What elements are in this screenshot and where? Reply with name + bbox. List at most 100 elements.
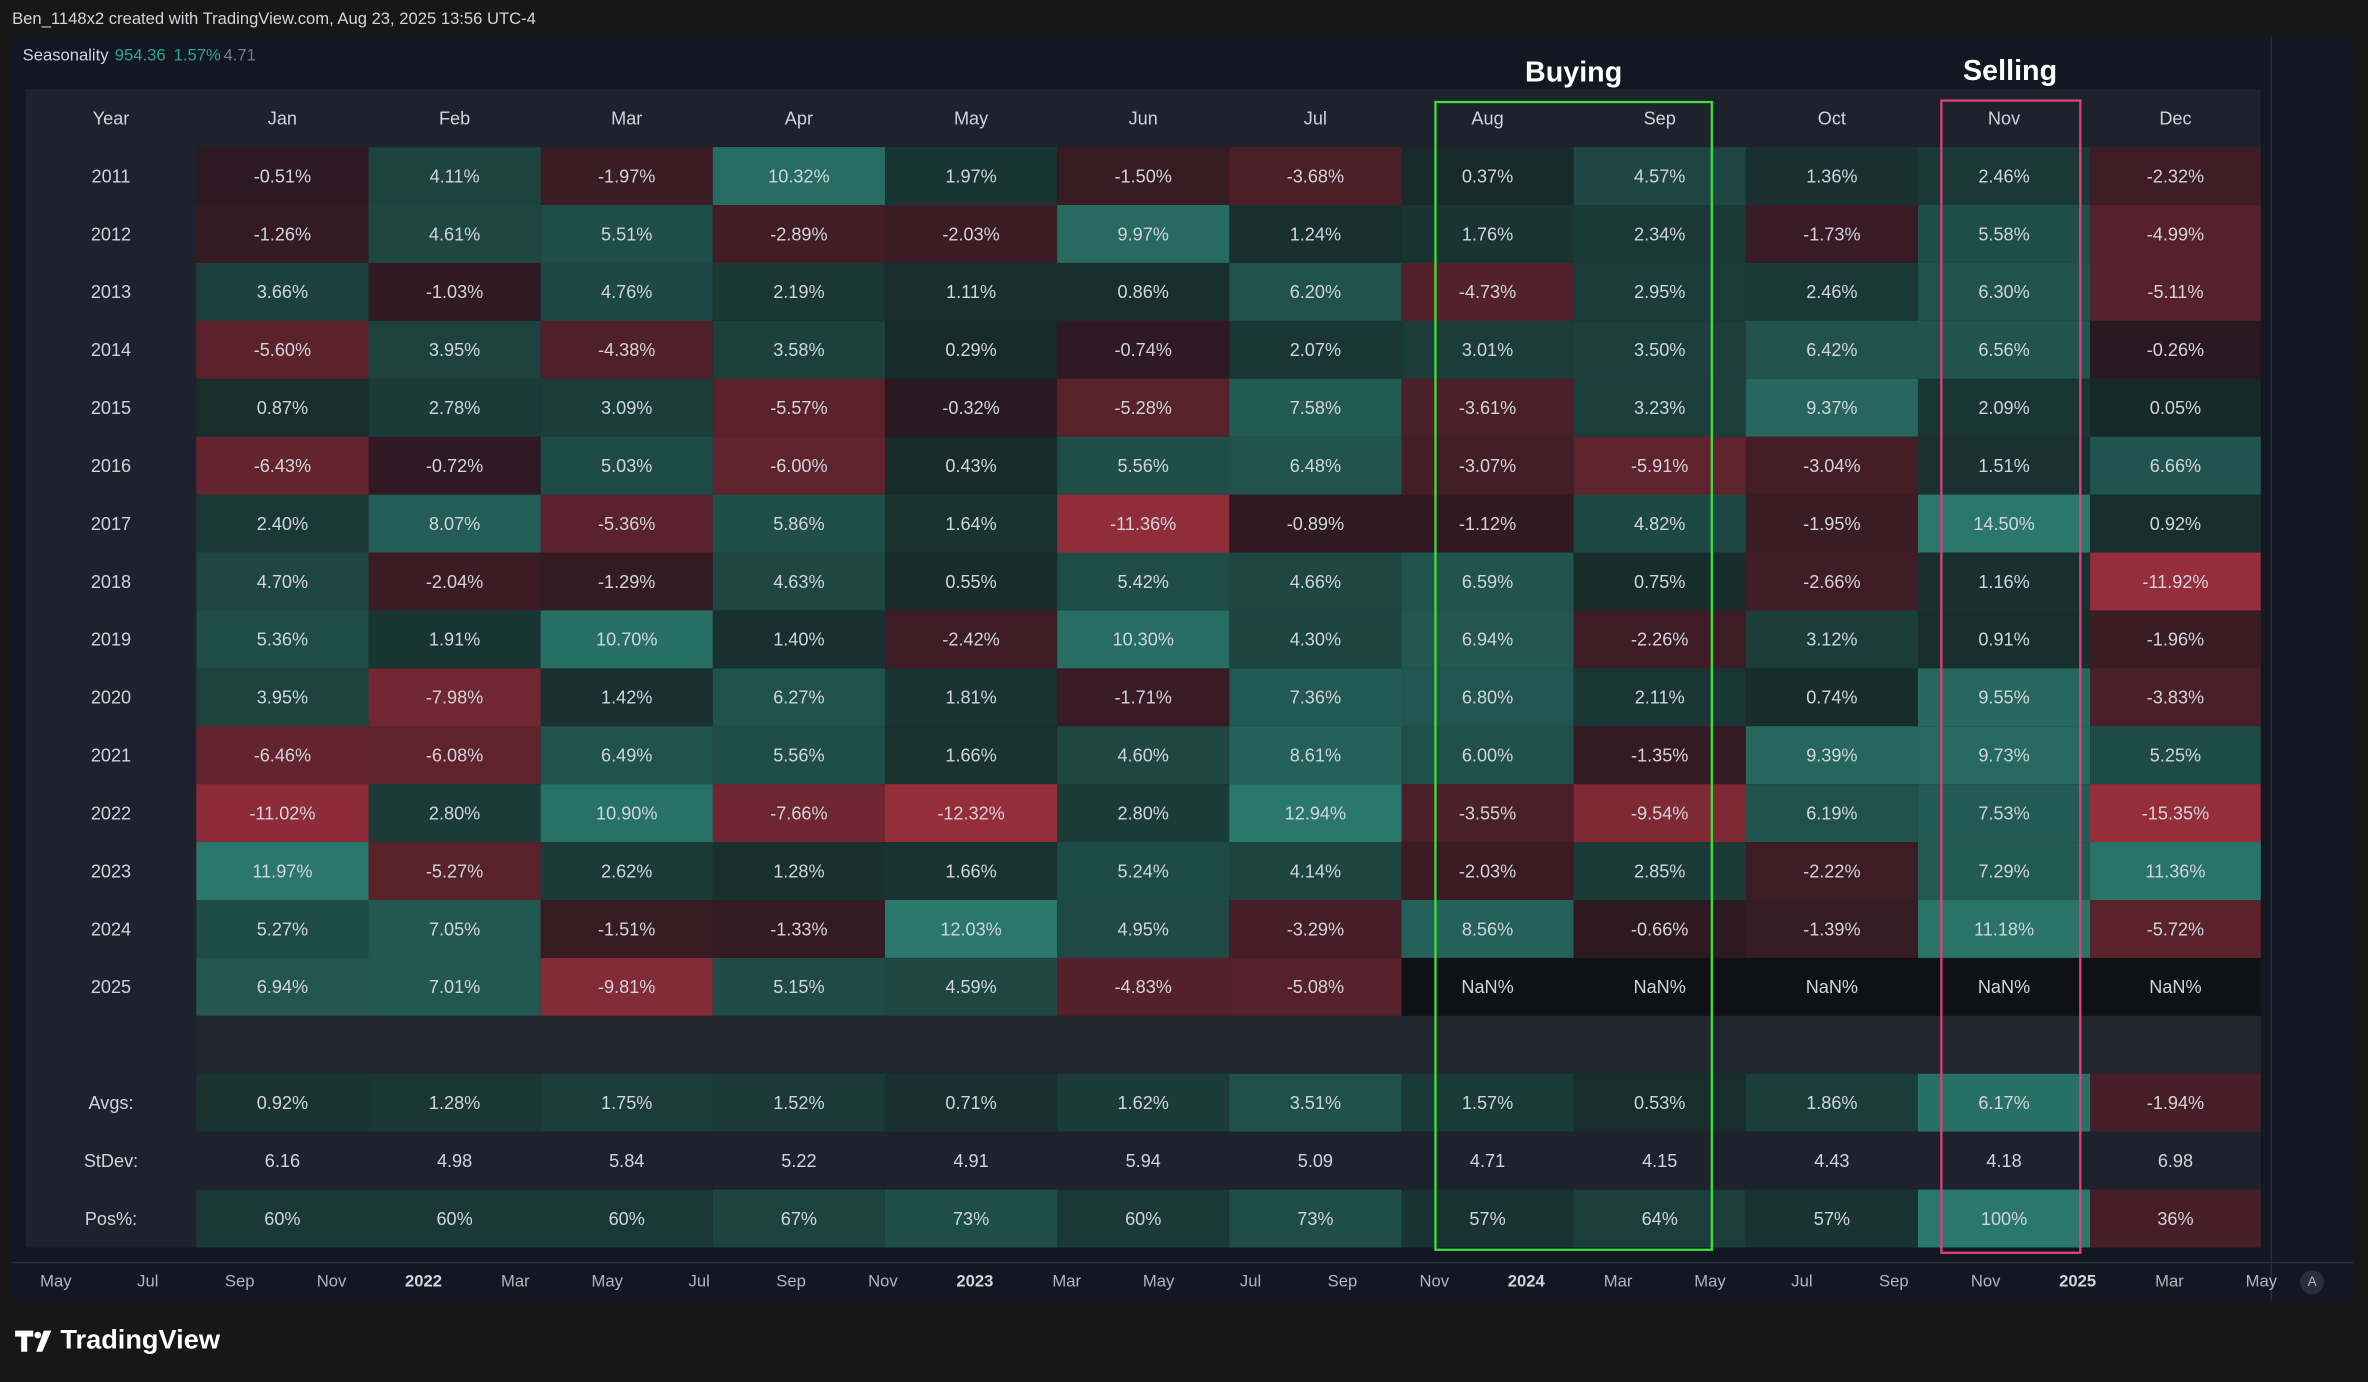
cell-text: 1.16% (1978, 572, 2029, 592)
cell (1573, 378, 1746, 437)
cell-text: 7.29% (1978, 861, 2029, 881)
cell-text: -4.99% (2147, 224, 2204, 244)
cell-text: 11.18% (1974, 919, 2034, 939)
buying-box (1434, 100, 1713, 1251)
cell-text: 1.28% (773, 861, 824, 881)
summary-text: 73% (1297, 1209, 1333, 1229)
cell (196, 668, 369, 727)
cell (368, 668, 541, 727)
cell-text: NaN% (1806, 977, 1858, 997)
cell (1229, 494, 1402, 553)
cell (1229, 784, 1402, 843)
cell-text: 2025 (91, 977, 131, 997)
cell (884, 436, 1058, 495)
cell (1917, 378, 2091, 437)
cell-text: 2.62% (601, 861, 652, 881)
summary-text: 4.91 (953, 1151, 988, 1171)
summary-text: 1.52% (773, 1093, 824, 1113)
summary-text: 6.16 (265, 1151, 300, 1171)
cell-text: -11.02% (249, 803, 315, 823)
cell-text: -2.32% (2147, 166, 2204, 186)
auto-scale-button[interactable] (2300, 1270, 2325, 1295)
column-header: Oct (1818, 108, 1846, 128)
cell (1573, 552, 1746, 611)
cell (368, 320, 541, 379)
cell-text: 0.91% (1978, 630, 2029, 650)
cell (2090, 900, 2261, 958)
cell-text: -5.60% (254, 340, 311, 360)
cell-text: 0.87% (257, 398, 308, 418)
cell-text: 7.36% (1290, 688, 1341, 708)
cell (1057, 436, 1230, 495)
cell (1573, 668, 1746, 727)
cell (196, 320, 369, 379)
cell-text: 4.82% (1634, 514, 1685, 534)
cell (1401, 147, 1574, 206)
cell-text: 9.97% (1118, 224, 1169, 244)
cell-text: -1.33% (770, 919, 827, 939)
cell-text: -2.89% (770, 224, 827, 244)
cell-text: 6.42% (1806, 340, 1857, 360)
cell-text: 3.58% (773, 340, 824, 360)
cell-text: 0.74% (1806, 688, 1857, 708)
cell (1573, 320, 1746, 379)
cell (1573, 147, 1746, 206)
cell (1401, 1131, 1574, 1190)
cell-text: 6.94% (1462, 630, 1513, 650)
cell (2090, 1073, 2261, 1132)
cell (1229, 262, 1402, 321)
cell (1229, 378, 1402, 437)
cell (2090, 726, 2261, 785)
summary-text: 5.94 (1126, 1151, 1161, 1171)
cell (1401, 842, 1574, 901)
cell (1057, 147, 1230, 206)
cell-text: 1.64% (945, 514, 996, 534)
cell (1745, 147, 1918, 206)
cell-text: 9.73% (1978, 746, 2029, 766)
column-header: Sep (1644, 108, 1676, 128)
cell-text: 1.97% (945, 166, 996, 186)
cell (368, 1073, 541, 1132)
cell (196, 900, 369, 958)
cell-text: -3.68% (1287, 166, 1344, 186)
cell (2090, 320, 2261, 379)
cell (1229, 552, 1402, 611)
cell-text: 4.61% (429, 224, 480, 244)
cell (1057, 784, 1230, 843)
cell (712, 668, 885, 727)
column-header: Feb (439, 108, 470, 128)
cell (368, 147, 541, 206)
cell-text: -7.66% (770, 803, 827, 823)
cell-text: -5.28% (1115, 398, 1172, 418)
cell-text: -2.42% (942, 630, 999, 650)
cell (1057, 668, 1230, 727)
cell-text: 2013 (91, 282, 131, 302)
cell-text: -2.66% (1803, 572, 1860, 592)
cell-text: -0.51% (254, 166, 311, 186)
cell (1573, 726, 1746, 785)
cell (1917, 957, 2091, 1016)
cell-text: 4.63% (773, 572, 824, 592)
cell (1917, 320, 2091, 379)
cell (1745, 726, 1918, 785)
cell-text: -3.83% (2147, 688, 2204, 708)
cell (1401, 784, 1574, 843)
cell (1057, 205, 1230, 263)
cell-text: 2011 (92, 166, 131, 186)
cell-text: 4.70% (257, 572, 308, 592)
cell (1229, 668, 1402, 727)
cell-text: -1.95% (1803, 514, 1860, 534)
summary-text: 36% (2157, 1209, 2193, 1229)
cell-text: 0.37% (1462, 166, 1513, 186)
cell (1917, 147, 2091, 206)
cell (1917, 552, 2091, 611)
cell-text: -1.12% (1459, 514, 1516, 534)
cell (884, 668, 1058, 727)
seasonality-table: Year Jan Feb Mar Apr May Jun Jul Aug Sep Oct Nov Dec… (25, 89, 2261, 1248)
cell-text: -4.73% (1459, 282, 1516, 302)
cell (1745, 842, 1918, 901)
cell (368, 726, 541, 785)
cell-text: 2015 (91, 398, 131, 418)
cell (1573, 262, 1746, 321)
cell-text: 5.42% (1118, 572, 1169, 592)
